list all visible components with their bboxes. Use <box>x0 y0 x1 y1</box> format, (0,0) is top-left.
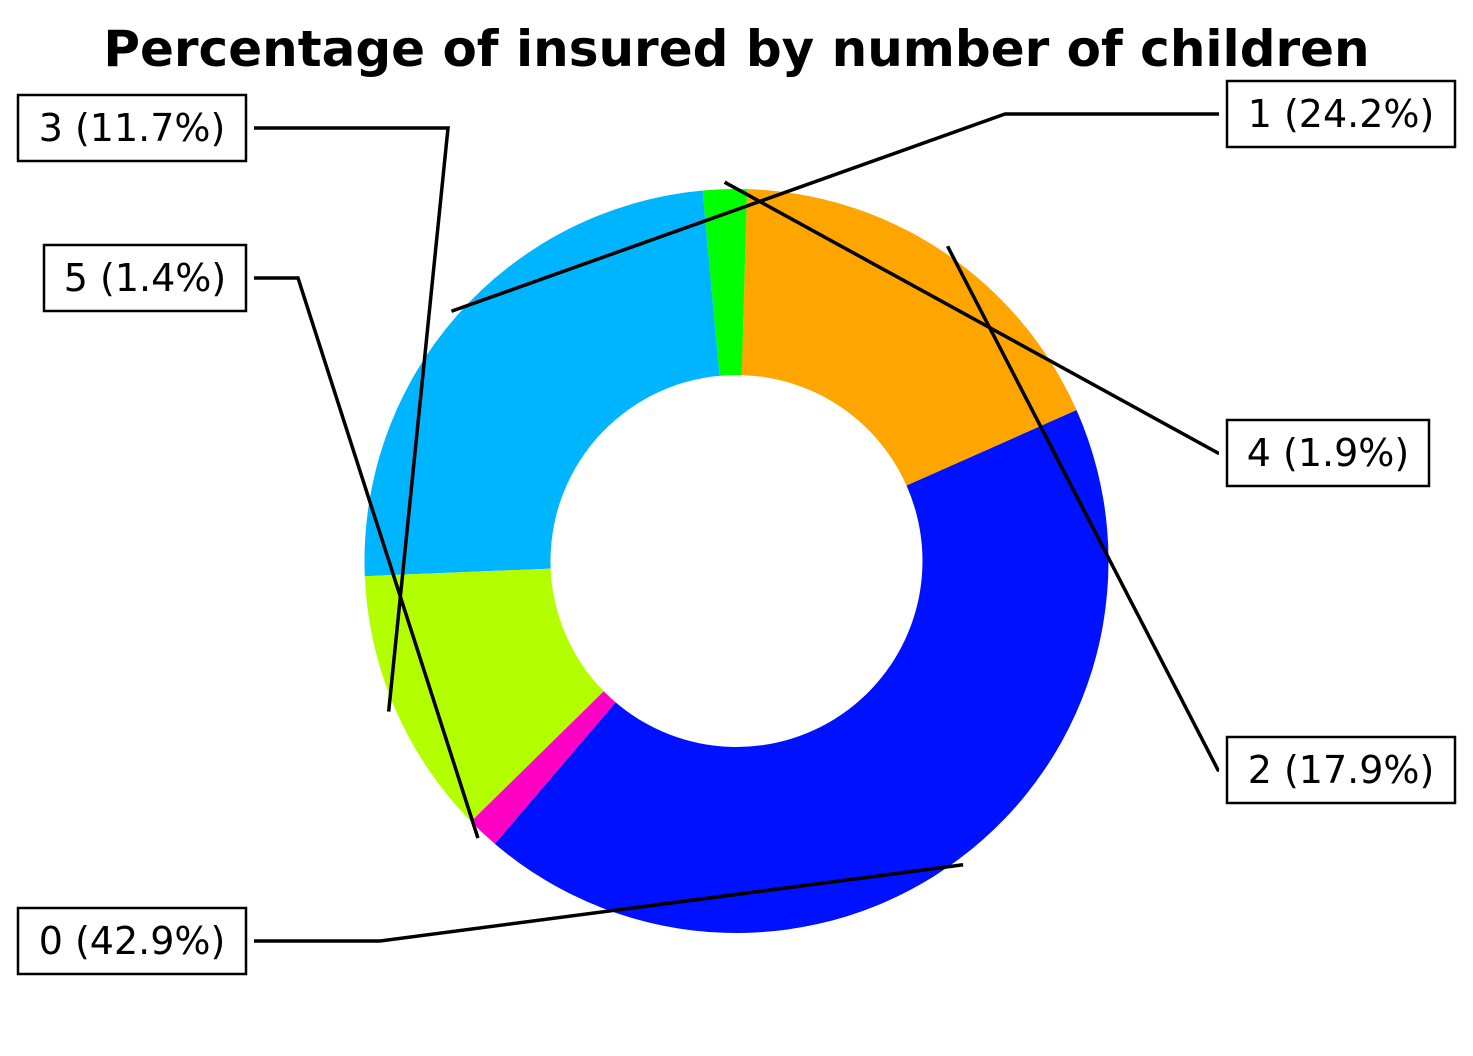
donut-slice-4 <box>702 189 748 376</box>
leader-line-4 <box>723 180 1219 455</box>
labels-layer: 1 (24.2%) 3 (11.7%) 5 (1.4%) 0 (42.9%) 2 (17… <box>16 79 1457 976</box>
chart-title: Percentage of insured by number of child… <box>103 20 1370 78</box>
donut-slice-1 <box>364 190 720 577</box>
leader-line-1 <box>450 112 1219 313</box>
donut-slice-2 <box>741 189 1077 486</box>
leader-line-3 <box>254 126 450 712</box>
label-box-1 <box>1225 79 1457 149</box>
slice-label-3: 3 (11.7%) <box>39 106 226 150</box>
slice-label-2: 2 (17.9%) <box>1248 748 1435 792</box>
slice-label-0: 0 (42.9%) <box>39 919 226 963</box>
label-box-3 <box>16 93 248 163</box>
leader-line-5 <box>254 276 480 839</box>
slice-label-5: 5 (1.4%) <box>64 256 226 300</box>
slice-label-1: 1 (24.2%) <box>1248 92 1435 136</box>
label-box-2 <box>1225 735 1457 805</box>
slice-label-4: 4 (1.9%) <box>1247 431 1409 475</box>
donut-slice-5 <box>470 691 616 844</box>
donut-slice-3 <box>364 568 604 822</box>
leader-line-2 <box>946 245 1220 772</box>
label-box-5 <box>42 243 248 313</box>
slices-layer <box>364 189 1109 933</box>
leader-line-0 <box>254 863 964 943</box>
label-box-0 <box>16 906 248 976</box>
donut-slice-0 <box>494 410 1109 933</box>
leader-lines-layer <box>254 112 1220 943</box>
label-box-4 <box>1225 418 1431 488</box>
